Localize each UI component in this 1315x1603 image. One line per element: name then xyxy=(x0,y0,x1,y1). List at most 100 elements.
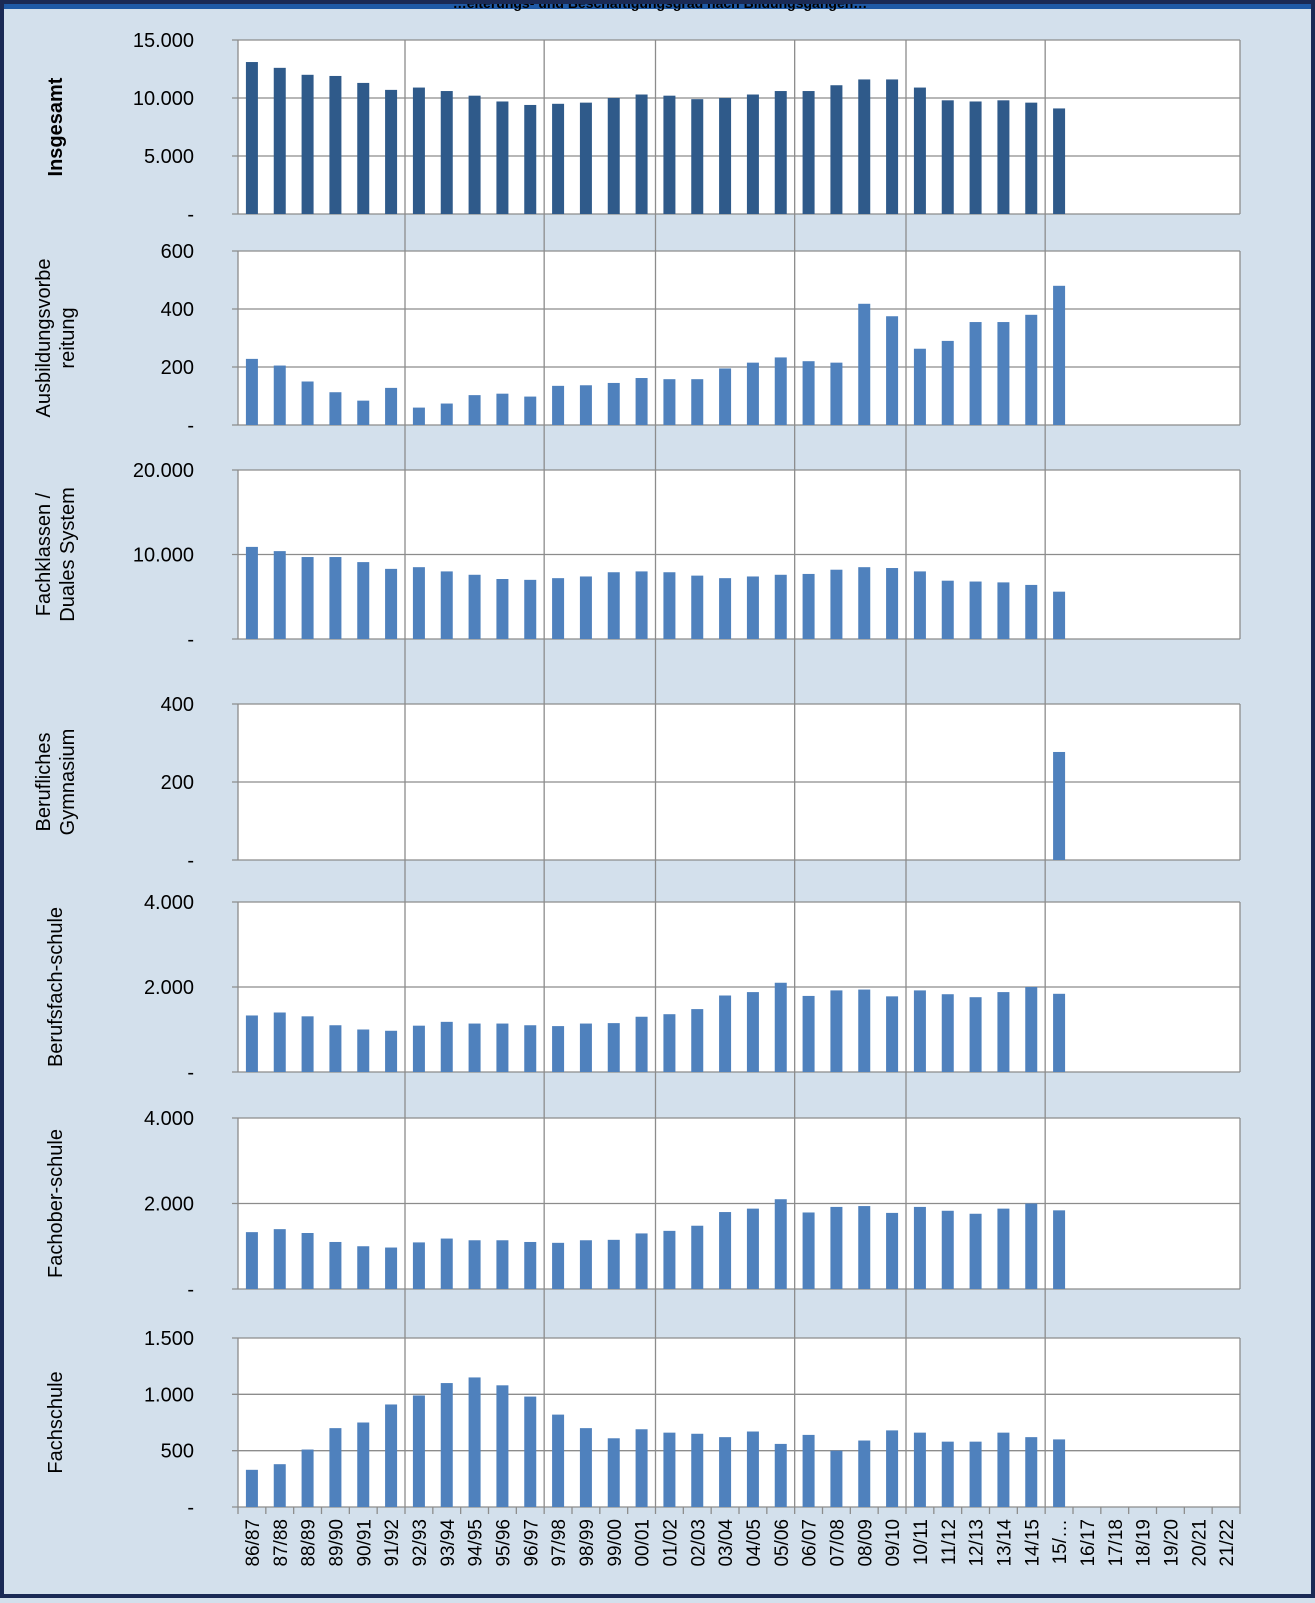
bar-12/13 xyxy=(969,997,982,1072)
bar-01/02 xyxy=(663,572,676,639)
bar-09/10 xyxy=(886,79,899,214)
panel-6: - 2.000 4.000 Fachober-schule xyxy=(45,1108,1241,1301)
y-tick-label: 10.000 xyxy=(133,545,194,567)
bar-91/92 xyxy=(385,387,398,425)
bar-01/02 xyxy=(663,1230,676,1289)
bar-96/97 xyxy=(524,1396,537,1507)
y-tick-label: - xyxy=(187,1062,194,1084)
bar-88/89 xyxy=(301,557,314,639)
bar-02/03 xyxy=(691,1433,704,1507)
bar-15/… xyxy=(1053,1210,1066,1289)
bar-14/15 xyxy=(1025,1437,1038,1507)
bar-89/90 xyxy=(329,1025,342,1072)
bar-05/06 xyxy=(774,357,787,425)
bar-95/96 xyxy=(496,1385,509,1507)
x-tick-label: 97/98 xyxy=(549,1519,570,1567)
x-tick-label: 02/03 xyxy=(688,1519,709,1567)
x-tick-label: 05/06 xyxy=(772,1519,793,1567)
x-tick-label: 11/12 xyxy=(939,1519,960,1565)
bar-99/00 xyxy=(607,1438,620,1507)
y-tick-label: 400 xyxy=(161,694,194,716)
bar-08/09 xyxy=(858,1440,871,1507)
x-tick-label: 20/21 xyxy=(1189,1519,1210,1567)
y-tick-label: 200 xyxy=(161,772,194,794)
x-tick-label: 12/13 xyxy=(967,1519,988,1567)
y-axis-label: Fachober-schule xyxy=(45,1129,67,1278)
x-tick-label: 19/20 xyxy=(1161,1519,1182,1567)
bar-08/09 xyxy=(858,79,871,214)
x-tick-label: 01/02 xyxy=(660,1519,681,1567)
y-tick-label: 5.000 xyxy=(144,146,194,168)
bar-86/87 xyxy=(245,358,258,425)
y-tick-label: 400 xyxy=(161,299,194,321)
bar-08/09 xyxy=(858,303,871,425)
bar-04/05 xyxy=(746,1431,759,1507)
bar-93/94 xyxy=(440,1383,453,1507)
bar-03/04 xyxy=(719,1212,732,1289)
bar-90/91 xyxy=(357,82,370,214)
bar-03/04 xyxy=(719,578,732,639)
bar-94/95 xyxy=(468,1377,481,1507)
bar-15/… xyxy=(1053,285,1066,425)
y-axis-label: Berufsfach-schule xyxy=(45,907,67,1067)
bar-87/88 xyxy=(273,551,286,639)
x-tick-label: 06/07 xyxy=(800,1519,821,1567)
bar-07/08 xyxy=(830,990,843,1072)
bar-07/08 xyxy=(830,85,843,215)
bar-93/94 xyxy=(440,1021,453,1072)
bar-94/95 xyxy=(468,574,481,639)
x-axis: 86/87 87/88 88/89 89/90 90/91 91/92 92/93 93/94… xyxy=(237,1507,1241,1567)
bar-88/89 xyxy=(301,1232,314,1289)
bar-94/95 xyxy=(468,1023,481,1072)
bar-91/92 xyxy=(385,568,398,639)
bar-87/88 xyxy=(273,1464,286,1507)
bar-11/12 xyxy=(941,1210,954,1289)
bar-90/91 xyxy=(357,1246,370,1289)
bar-10/11 xyxy=(913,1206,926,1289)
bar-04/05 xyxy=(746,1208,759,1289)
bar-08/09 xyxy=(858,567,871,639)
bar-89/90 xyxy=(329,557,342,639)
bar-86/87 xyxy=(245,1469,258,1507)
bar-07/08 xyxy=(830,569,843,639)
bar-94/95 xyxy=(468,1240,481,1289)
bar-99/00 xyxy=(607,382,620,425)
bar-88/89 xyxy=(301,381,314,425)
x-tick-label: 90/91 xyxy=(354,1519,375,1567)
bar-00/01 xyxy=(635,1233,648,1289)
x-tick-label: 04/05 xyxy=(744,1519,765,1567)
x-tick-label: 07/08 xyxy=(827,1519,848,1567)
bar-06/07 xyxy=(802,361,815,425)
x-tick-label: 86/87 xyxy=(243,1519,264,1567)
y-tick-label: 200 xyxy=(161,357,194,379)
bar-97/98 xyxy=(552,1414,565,1507)
bar-06/07 xyxy=(802,995,815,1072)
bar-14/15 xyxy=(1025,1203,1038,1289)
x-tick-label: 91/92 xyxy=(382,1519,403,1567)
bar-97/98 xyxy=(552,1242,565,1289)
y-axis-label: Berufliches xyxy=(33,733,55,832)
bar-90/91 xyxy=(357,562,370,639)
bar-90/91 xyxy=(357,1422,370,1507)
x-tick-label: 15/… xyxy=(1050,1519,1071,1564)
bar-94/95 xyxy=(468,95,481,214)
bar-07/08 xyxy=(830,1450,843,1507)
bar-93/94 xyxy=(440,403,453,425)
bar-98/99 xyxy=(579,385,592,425)
panel-2: - 200 400 600 Ausbildungsvorbe reitung xyxy=(33,241,1241,437)
bar-04/05 xyxy=(746,576,759,639)
bar-05/06 xyxy=(774,1443,787,1507)
bar-09/10 xyxy=(886,1430,899,1507)
bar-03/04 xyxy=(719,995,732,1072)
y-tick-label: - xyxy=(187,1497,194,1519)
bar-89/90 xyxy=(329,1428,342,1507)
bar-96/97 xyxy=(524,396,537,425)
bar-99/00 xyxy=(607,1239,620,1289)
bar-09/10 xyxy=(886,996,899,1072)
bar-10/11 xyxy=(913,571,926,639)
bar-93/94 xyxy=(440,1238,453,1289)
bar-97/98 xyxy=(552,578,565,639)
bar-87/88 xyxy=(273,1229,286,1289)
